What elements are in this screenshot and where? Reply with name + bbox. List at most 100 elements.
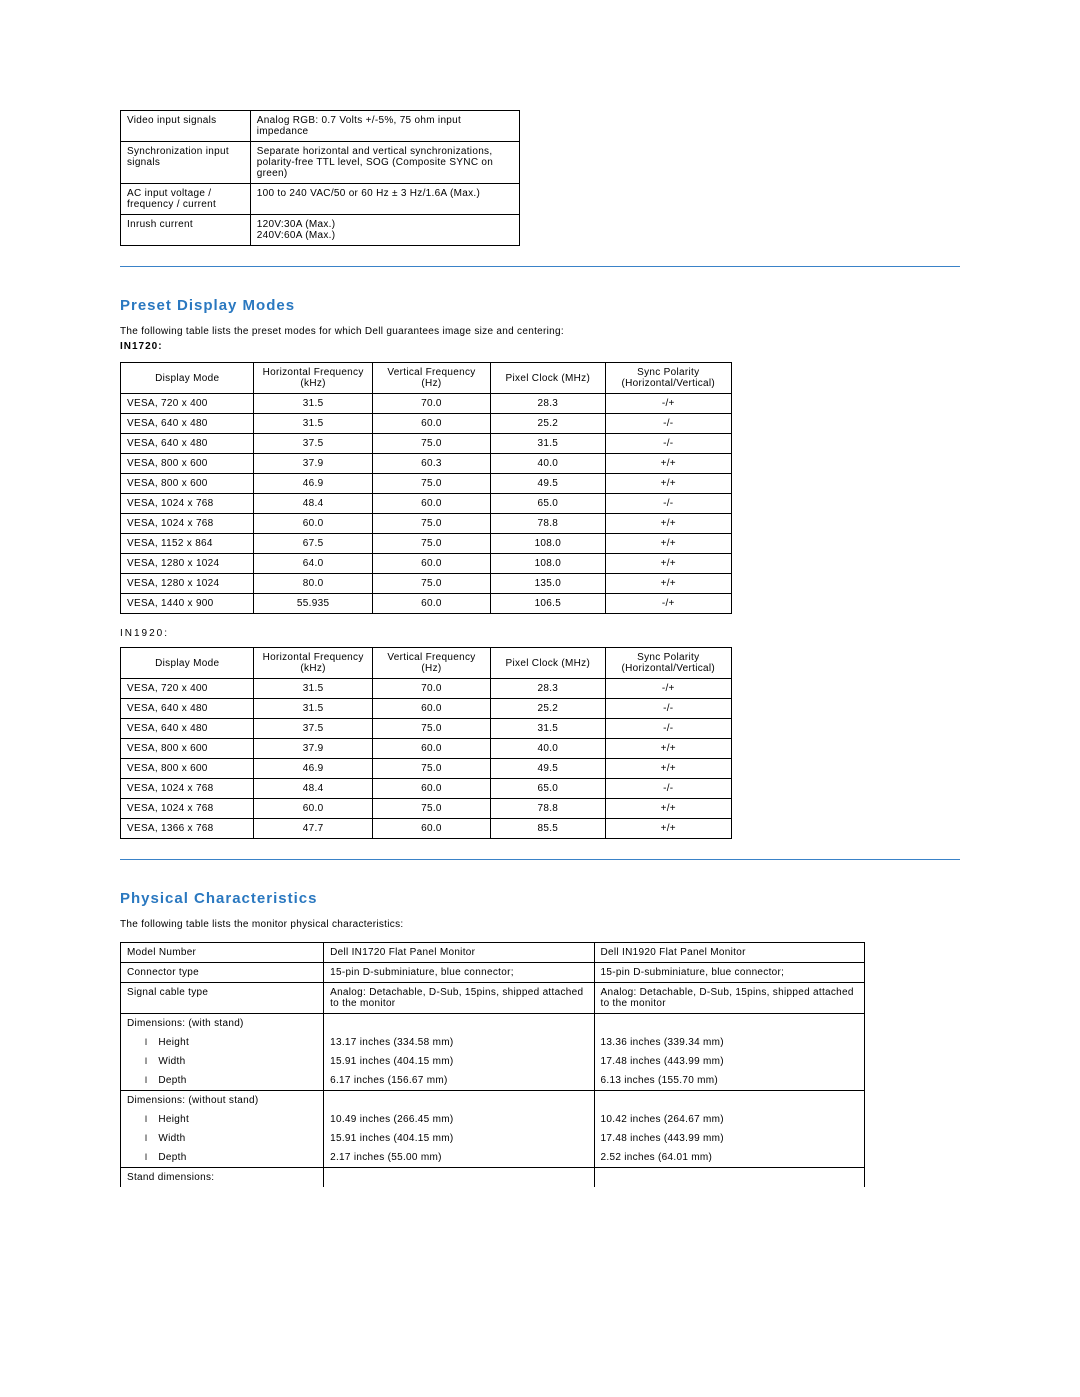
cell: 75.0 (372, 534, 490, 554)
cell: 31.5 (254, 679, 372, 699)
spec-value: 100 to 240 VAC/50 or 60 Hz ± 3 Hz/1.6A (… (250, 184, 519, 215)
preset-model-in1920: IN1920: (120, 628, 960, 639)
th-mode: Display Mode (121, 363, 254, 394)
table-row: VESA, 1152 x 86467.575.0108.0+/+ (121, 534, 732, 554)
table-row: VESA, 800 x 60037.960.340.0+/+ (121, 454, 732, 474)
cell: VESA, 1366 x 768 (121, 819, 254, 839)
cell: 15.91 inches (404.15 mm) (324, 1052, 594, 1071)
table-row: VESA, 1024 x 76848.460.065.0-/- (121, 494, 732, 514)
table-row: l Depth2.17 inches (55.00 mm)2.52 inches… (121, 1148, 865, 1168)
cell: 46.9 (254, 474, 372, 494)
cell: -/- (605, 699, 731, 719)
table-row: VESA, 720 x 40031.570.028.3-/+ (121, 394, 732, 414)
cell: 48.4 (254, 779, 372, 799)
cell: 75.0 (372, 434, 490, 454)
cell: 60.0 (372, 739, 490, 759)
spec-label: AC input voltage / frequency / current (121, 184, 251, 215)
cell: +/+ (605, 554, 731, 574)
th-sp: Sync Polarity (Horizontal/Vertical) (605, 363, 731, 394)
table-row: l Height10.49 inches (266.45 mm)10.42 in… (121, 1110, 865, 1129)
th-sp: Sync Polarity (Horizontal/Vertical) (605, 648, 731, 679)
cell: 37.9 (254, 739, 372, 759)
cell: VESA, 640 x 480 (121, 414, 254, 434)
cell: 17.48 inches (443.99 mm) (594, 1052, 864, 1071)
cell: 75.0 (372, 799, 490, 819)
cell: -/+ (605, 679, 731, 699)
cell: VESA, 1024 x 768 (121, 494, 254, 514)
table-row: l Width15.91 inches (404.15 mm)17.48 inc… (121, 1129, 865, 1148)
cell: 60.0 (372, 699, 490, 719)
cell: 55.935 (254, 594, 372, 614)
th-pc: Pixel Clock (MHz) (491, 648, 605, 679)
cell: 48.4 (254, 494, 372, 514)
cell: 75.0 (372, 514, 490, 534)
table-row: VESA, 1280 x 102480.075.0135.0+/+ (121, 574, 732, 594)
table-row: Connector type15-pin D-subminiature, blu… (121, 963, 865, 983)
cell: 49.5 (491, 759, 605, 779)
cell: VESA, 1280 x 1024 (121, 554, 254, 574)
table-row: VESA, 1024 x 76848.460.065.0-/- (121, 779, 732, 799)
cell: +/+ (605, 799, 731, 819)
cell: VESA, 720 x 400 (121, 394, 254, 414)
cell: Signal cable type (121, 983, 324, 1014)
table-row: VESA, 640 x 48031.560.025.2-/- (121, 699, 732, 719)
modes-table-in1920: Display Mode Horizontal Frequency (kHz) … (120, 647, 732, 839)
cell: 75.0 (372, 574, 490, 594)
table-row: VESA, 640 x 48037.575.031.5-/- (121, 719, 732, 739)
cell: 75.0 (372, 759, 490, 779)
cell: 78.8 (491, 514, 605, 534)
table-row: VESA, 640 x 48031.560.025.2-/- (121, 414, 732, 434)
spec-value: Separate horizontal and vertical synchro… (250, 142, 519, 184)
cell: 6.13 inches (155.70 mm) (594, 1071, 864, 1091)
th-hf: Horizontal Frequency (kHz) (254, 648, 372, 679)
cell: 13.17 inches (334.58 mm) (324, 1033, 594, 1052)
cell: 47.7 (254, 819, 372, 839)
table-row: VESA, 1024 x 76860.075.078.8+/+ (121, 514, 732, 534)
spec-value: Analog RGB: 0.7 Volts +/-5%, 75 ohm inpu… (250, 111, 519, 142)
cell: +/+ (605, 534, 731, 554)
cell: 70.0 (372, 394, 490, 414)
cell: 40.0 (491, 739, 605, 759)
dim-label: l Width (121, 1129, 324, 1148)
divider (120, 859, 960, 860)
cell: +/+ (605, 819, 731, 839)
cell: 46.9 (254, 759, 372, 779)
table-row: VESA, 800 x 60037.960.040.0+/+ (121, 739, 732, 759)
cell: -/- (605, 434, 731, 454)
cell: 31.5 (491, 719, 605, 739)
bullet-icon: l (145, 1056, 147, 1066)
preset-intro: The following table lists the preset mod… (120, 326, 960, 337)
cell: Analog: Detachable, D-Sub, 15pins, shipp… (324, 983, 594, 1014)
th-hf: Horizontal Frequency (kHz) (254, 363, 372, 394)
cell: 37.5 (254, 434, 372, 454)
cell: 2.52 inches (64.01 mm) (594, 1148, 864, 1168)
cell (594, 1014, 864, 1034)
cell (324, 1168, 594, 1188)
cell: VESA, 1024 x 768 (121, 799, 254, 819)
table-row: l Width15.91 inches (404.15 mm)17.48 inc… (121, 1052, 865, 1071)
header-cell: Dell IN1920 Flat Panel Monitor (594, 943, 864, 963)
cell: 67.5 (254, 534, 372, 554)
th-vf: Vertical Frequency (Hz) (372, 648, 490, 679)
cell: -/- (605, 779, 731, 799)
cell: 85.5 (491, 819, 605, 839)
bullet-icon: l (145, 1114, 147, 1124)
spec-label: Synchronization input signals (121, 142, 251, 184)
cell: 108.0 (491, 554, 605, 574)
cell: VESA, 1280 x 1024 (121, 574, 254, 594)
cell: 17.48 inches (443.99 mm) (594, 1129, 864, 1148)
cell: 13.36 inches (339.34 mm) (594, 1033, 864, 1052)
dim-label: l Height (121, 1033, 324, 1052)
spec-label: Inrush current (121, 215, 251, 246)
cell (594, 1091, 864, 1111)
cell: 60.0 (372, 779, 490, 799)
table-row: VESA, 1024 x 76860.075.078.8+/+ (121, 799, 732, 819)
divider (120, 266, 960, 267)
cell: VESA, 1024 x 768 (121, 779, 254, 799)
cell: 70.0 (372, 679, 490, 699)
physical-intro: The following table lists the monitor ph… (120, 919, 960, 930)
spec-value: 120V:30A (Max.) 240V:60A (Max.) (250, 215, 519, 246)
cell: 64.0 (254, 554, 372, 574)
cell (324, 1091, 594, 1111)
cell: +/+ (605, 474, 731, 494)
